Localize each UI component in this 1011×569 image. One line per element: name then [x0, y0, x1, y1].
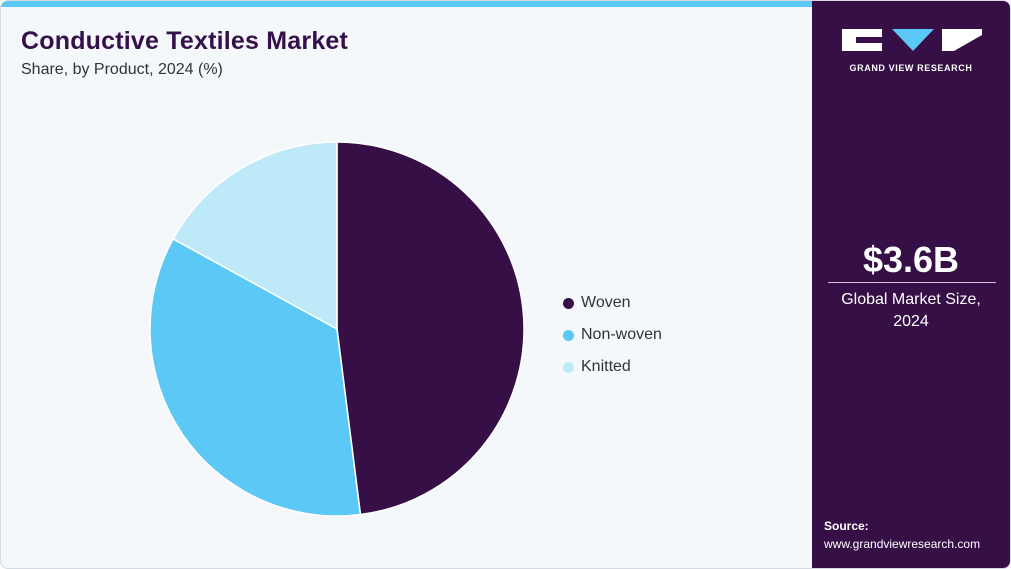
pie-slice-non-woven	[149, 237, 362, 517]
legend-label-knitted: Knitted	[581, 358, 631, 375]
legend-dot-knitted	[563, 361, 574, 373]
grand-view-research-logo	[842, 29, 982, 51]
legend-label-non-woven: Non-woven	[581, 326, 662, 343]
market-size-label: Global Market Size, 2024	[822, 289, 1000, 333]
accent-bar	[1, 1, 812, 7]
divider	[828, 282, 996, 283]
market-size-label-line2: 2024	[893, 313, 929, 330]
pie-chart	[149, 141, 525, 517]
chart-legend: Woven Non-woven Knitted	[563, 287, 662, 383]
market-size-value: $3.6B	[862, 239, 960, 280]
market-size-label-line1: Global Market Size,	[841, 291, 981, 308]
pie-slice-woven	[336, 141, 525, 516]
brand-name: GRAND VIEW RESEARCH	[849, 63, 973, 73]
source-label: Source:	[824, 519, 869, 533]
source-url: www.grandviewresearch.com	[824, 537, 981, 551]
legend-item-woven: Woven	[563, 287, 662, 319]
legend-item-non-woven: Non-woven	[563, 319, 662, 351]
chart-title: Conductive Textiles Market	[21, 27, 349, 55]
info-sidebar: GRAND VIEW RESEARCH $3.6B Global Market …	[812, 1, 1010, 568]
legend-dot-non-woven	[563, 329, 574, 341]
chart-panel: Conductive Textiles Market Share, by Pro…	[1, 1, 812, 568]
legend-label-woven: Woven	[581, 294, 631, 311]
pie-slice-knitted	[172, 141, 338, 331]
chart-subtitle: Share, by Product, 2024 (%)	[21, 61, 223, 78]
legend-item-knitted: Knitted	[563, 351, 662, 383]
legend-dot-woven	[563, 297, 574, 309]
